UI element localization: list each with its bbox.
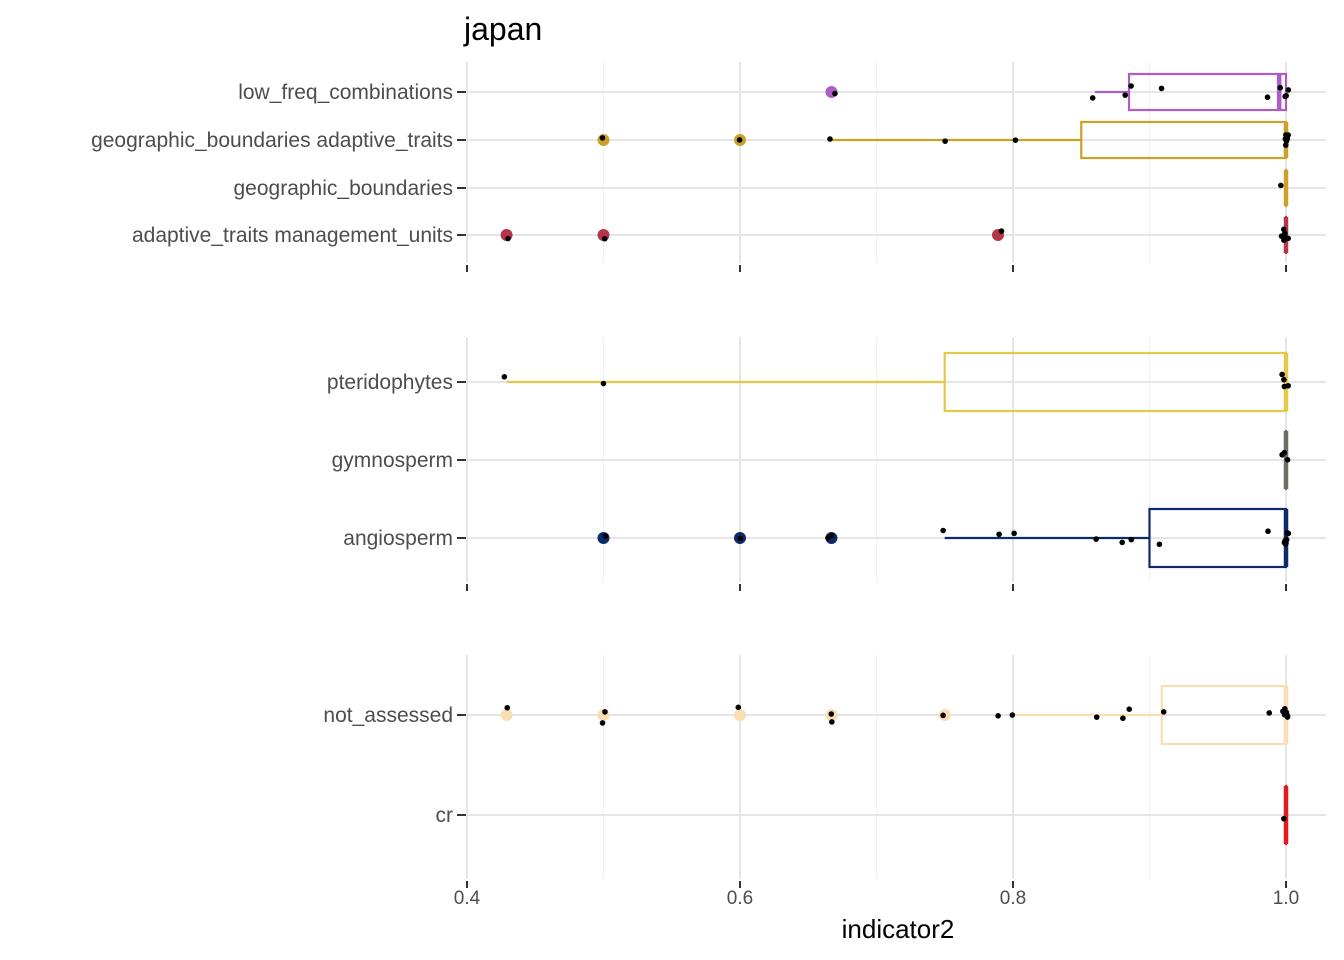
data-point (827, 136, 833, 142)
data-point (1120, 715, 1126, 722)
outlier-point (597, 532, 610, 544)
x-tick-label: 0.8 (1000, 888, 1026, 909)
data-point (1281, 449, 1288, 456)
outlier-point (734, 709, 746, 721)
category-angiosperm: angiosperm (343, 507, 1326, 569)
data-point (1284, 714, 1291, 720)
data-point (1122, 92, 1129, 98)
panel-2: pteridophytes gymnosperm angiosperm (327, 337, 1326, 591)
data-point (828, 711, 835, 717)
data-point (995, 712, 1001, 719)
x-axis: 0.4 0.6 0.8 1.0 (454, 888, 1299, 909)
y-tick-label: low_freq_combinations (238, 81, 453, 104)
data-point (602, 533, 609, 539)
data-point (504, 704, 511, 711)
data-point (1282, 541, 1289, 547)
data-point (1128, 83, 1134, 89)
x-tick-label: 0.6 (727, 888, 753, 909)
data-point (1160, 709, 1167, 715)
data-point (940, 712, 946, 719)
data-point (1284, 456, 1291, 463)
data-point (998, 228, 1005, 234)
data-point (1158, 85, 1165, 92)
data-point (940, 527, 946, 534)
data-point (601, 235, 608, 242)
data-point (600, 380, 607, 387)
category-geographic-boundaries-adaptive-traits: geographic_boundaries adaptive_traits (91, 120, 1326, 160)
category-geographic-boundaries: geographic_boundaries (233, 168, 1326, 208)
x-tick-label: 1.0 (1273, 888, 1299, 909)
data-point (1279, 371, 1285, 378)
data-point (1266, 710, 1273, 716)
panel-1: low_freq_combinations geographic_boundari… (91, 62, 1326, 272)
data-point (1264, 94, 1271, 101)
data-point (1285, 235, 1291, 242)
data-point (1128, 536, 1135, 543)
data-point (736, 137, 743, 143)
data-point (1009, 712, 1016, 718)
data-point (1285, 132, 1291, 138)
data-point (602, 709, 608, 715)
y-tick-label: geographic_boundaries (233, 177, 453, 200)
data-point (1281, 237, 1287, 243)
y-tick-label: gymnosperm (332, 449, 453, 472)
data-point (1093, 536, 1099, 542)
data-point (1089, 95, 1096, 101)
category-gymnosperm: gymnosperm (332, 429, 1326, 491)
data-point (599, 135, 606, 141)
category-adaptive-traits-management-units: adaptive_traits management_units (132, 215, 1326, 255)
data-point (1285, 87, 1292, 93)
data-point (501, 373, 508, 380)
data-point (1126, 706, 1133, 712)
data-point (1265, 528, 1271, 535)
data-point (829, 719, 835, 725)
box-iqr (1127, 72, 1288, 112)
data-point (505, 235, 511, 242)
data-point (1278, 182, 1284, 189)
data-point (996, 531, 1002, 538)
data-point (1119, 539, 1126, 546)
x-axis-title: indicator2 (842, 914, 955, 944)
data-point (1011, 530, 1017, 537)
data-point (737, 535, 744, 542)
data-point (1282, 230, 1288, 237)
category-low-freq-combinations: low_freq_combinations (238, 72, 1326, 112)
category-not-assessed: not_assessed (323, 684, 1326, 746)
data-point (1277, 84, 1284, 91)
data-point (1281, 376, 1287, 383)
data-point (1281, 815, 1287, 822)
data-point (735, 704, 742, 711)
y-tick-label: not_assessed (323, 704, 453, 727)
y-tick-label: cr (436, 804, 454, 827)
data-point (1156, 541, 1163, 548)
category-cr: cr (436, 784, 1326, 846)
outlier-point (500, 709, 513, 721)
data-point (1093, 714, 1100, 720)
y-tick-label: pteridophytes (327, 371, 453, 394)
data-point (942, 138, 948, 144)
data-point (1282, 142, 1289, 148)
y-tick-label: angiosperm (343, 527, 453, 550)
x-tick-label: 0.4 (454, 888, 481, 909)
y-tick-label: geographic_boundaries adaptive_traits (91, 129, 453, 152)
data-point (828, 532, 835, 539)
panels: low_freq_combinations geographic_boundari… (91, 62, 1326, 888)
data-point (1283, 92, 1289, 99)
category-pteridophytes: pteridophytes (327, 351, 1326, 413)
data-point (1285, 530, 1292, 537)
y-tick-label: adaptive_traits management_units (132, 224, 453, 247)
data-point (1283, 709, 1290, 716)
data-point (1012, 137, 1019, 143)
data-point (1281, 383, 1288, 390)
data-point (599, 720, 606, 726)
chart-title: japan (463, 11, 542, 47)
data-point (832, 90, 838, 97)
